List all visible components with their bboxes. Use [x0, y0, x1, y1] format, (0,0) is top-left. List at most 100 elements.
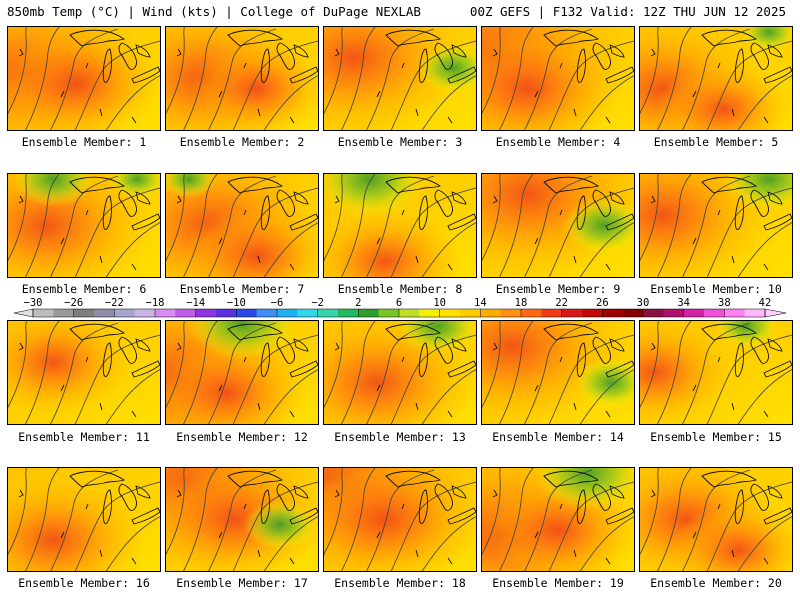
- wind-barb: [131, 263, 137, 271]
- height-contour-line: [74, 334, 160, 424]
- height-contour-line: [390, 481, 476, 571]
- great-lakes-outline: [576, 342, 586, 378]
- height-contour-line: [8, 27, 27, 115]
- colorbar-tick-label: −30: [24, 297, 43, 309]
- ensemble-map-panel: [7, 173, 161, 278]
- colorbar-swatch: [134, 309, 156, 317]
- height-contour-line: [324, 174, 343, 262]
- ensemble-map-panel: [165, 26, 319, 131]
- great-lakes-outline: [763, 507, 792, 525]
- great-lakes-outline: [260, 342, 270, 378]
- wind-barb: [218, 90, 223, 98]
- great-lakes-outline: [447, 360, 476, 378]
- wind-barb: [99, 402, 103, 411]
- wind-barb: [650, 48, 656, 57]
- ensemble-map-panel: [165, 320, 319, 425]
- colorbar-swatch: [460, 309, 481, 317]
- great-lakes-outline: [543, 176, 600, 194]
- colorbar-tick-label: 30: [637, 297, 650, 309]
- height-contour-line: [390, 334, 476, 424]
- great-lakes-outline: [750, 483, 769, 511]
- great-lakes-outline: [293, 338, 309, 352]
- great-lakes-outline: [763, 66, 792, 84]
- ensemble-map-panel: [7, 467, 161, 572]
- great-lakes-outline: [451, 191, 467, 205]
- colorbar-swatch: [33, 309, 54, 317]
- wind-barb: [289, 410, 295, 418]
- great-lakes-outline: [767, 338, 783, 352]
- great-lakes-outline: [102, 489, 112, 525]
- great-lakes-outline: [260, 195, 270, 231]
- height-contour-line: [706, 334, 792, 424]
- wind-barb: [492, 48, 498, 57]
- great-lakes-outline: [543, 29, 600, 47]
- ensemble-member-label: Ensemble Member: 13: [334, 430, 466, 444]
- wind-barb: [243, 356, 247, 363]
- wind-barb: [559, 62, 563, 69]
- great-lakes-outline: [592, 336, 611, 364]
- great-lakes-outline: [447, 213, 476, 231]
- great-lakes-outline: [447, 507, 476, 525]
- ensemble-member-label: Ensemble Member: 9: [495, 282, 621, 296]
- ensemble-member-label: Ensemble Member: 1: [21, 135, 147, 149]
- colorbar-tick-label: −18: [146, 297, 165, 309]
- great-lakes-outline: [289, 360, 318, 378]
- great-lakes-outline: [227, 29, 284, 47]
- great-lakes-outline: [451, 44, 467, 58]
- height-contour-line: [324, 321, 343, 409]
- great-lakes-outline: [418, 195, 428, 231]
- great-lakes-outline: [276, 189, 295, 217]
- wind-barb: [447, 557, 453, 565]
- height-contour-line: [366, 175, 435, 277]
- wind-barb: [401, 209, 405, 216]
- colorbar-swatch: [338, 309, 359, 317]
- great-lakes-outline: [131, 213, 160, 231]
- wind-barb: [731, 108, 735, 117]
- height-contour-line: [74, 40, 160, 130]
- colorbar-swatch: [561, 309, 583, 317]
- temperature-field-map: [482, 174, 634, 277]
- temperature-field-map: [482, 321, 634, 424]
- wind-barb: [534, 237, 539, 245]
- height-contour-line: [232, 187, 318, 277]
- height-contour-line: [682, 175, 751, 277]
- height-contour-line: [640, 174, 659, 262]
- great-lakes-outline: [293, 485, 309, 499]
- great-lakes-outline: [227, 323, 284, 341]
- height-contour-line: [499, 27, 534, 130]
- colorbar-swatch: [643, 309, 664, 317]
- great-lakes-outline: [750, 189, 769, 217]
- great-lakes-outline: [102, 342, 112, 378]
- height-contour-line: [499, 174, 534, 277]
- height-contour-line: [657, 27, 692, 130]
- height-contour-line: [499, 468, 534, 571]
- height-contour-line: [8, 468, 27, 556]
- colorbar-tick-label: −2: [311, 297, 324, 309]
- height-contour-line: [25, 321, 60, 424]
- height-contour-line: [657, 174, 692, 277]
- colorbar-tick-label: −26: [64, 297, 83, 309]
- great-lakes-outline: [260, 48, 270, 84]
- wind-barb: [60, 384, 65, 392]
- wind-barb: [60, 237, 65, 245]
- great-lakes-outline: [131, 507, 160, 525]
- great-lakes-outline: [767, 191, 783, 205]
- wind-barb: [18, 342, 24, 351]
- great-lakes-outline: [276, 336, 295, 364]
- colorbar-left-arrow: [13, 308, 34, 318]
- colorbar-tick-label: 26: [596, 297, 609, 309]
- wind-barb: [573, 255, 577, 264]
- height-contour-line: [499, 321, 534, 424]
- great-lakes-outline: [227, 176, 284, 194]
- ensemble-member-label: Ensemble Member: 19: [492, 576, 624, 590]
- wind-barb: [218, 237, 223, 245]
- height-contour-line: [482, 321, 501, 409]
- wind-barb: [692, 384, 697, 392]
- ensemble-map-panel: [323, 320, 477, 425]
- height-contour-line: [105, 222, 160, 277]
- great-lakes-outline: [763, 360, 792, 378]
- great-lakes-outline: [750, 42, 769, 70]
- ensemble-member-label: Ensemble Member: 10: [650, 282, 782, 296]
- temperature-field-map: [640, 321, 792, 424]
- height-contour-line: [183, 321, 218, 424]
